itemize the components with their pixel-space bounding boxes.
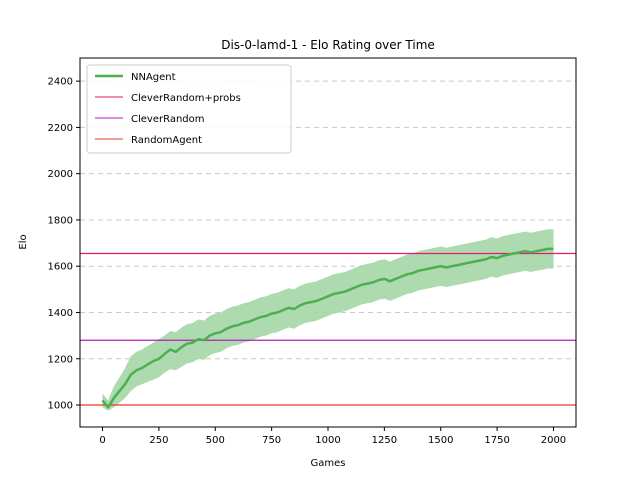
x-tick-label-250: 250 [149, 435, 168, 446]
x-tick-label-1750: 1750 [484, 435, 509, 446]
legend-label-cleverrandom-probs: CleverRandom+probs [131, 93, 241, 104]
x-tick-label-2000: 2000 [541, 435, 566, 446]
axis-ticks: 0 250 500 750 1000 1250 1500 1750 2000 1000 1200 14… [48, 77, 567, 446]
series-nnagent-line [101, 247, 554, 409]
x-tick-label-0: 0 [99, 435, 105, 446]
y-tick-label-2200: 2200 [48, 123, 73, 134]
y-tick-label-1800: 1800 [48, 215, 73, 226]
y-tick-label-2400: 2400 [48, 77, 73, 88]
y-tick-label-2000: 2000 [48, 169, 73, 180]
y-axis-label: Elo [18, 234, 29, 249]
legend-label-randomagent: RandomAgent [131, 135, 202, 146]
plot-area [80, 80, 576, 411]
legend-box [86, 64, 292, 154]
x-tick-label-500: 500 [206, 435, 225, 446]
legend: NNAgent CleverRandom+probs CleverRandom … [86, 64, 292, 154]
chart-title: Dis-0-lamd-1 - Elo Rating over Time [221, 38, 435, 52]
series-nnagent-band [102, 229, 554, 411]
x-tick-label-1250: 1250 [372, 435, 397, 446]
x-axis-label: Games [311, 458, 346, 469]
y-tick-label-1200: 1200 [48, 354, 73, 365]
x-tick-label-1000: 1000 [315, 435, 340, 446]
legend-label-nnagent: NNAgent [131, 72, 176, 83]
legend-label-cleverrandom: CleverRandom [131, 114, 205, 125]
y-tick-label-1400: 1400 [48, 308, 73, 319]
x-tick-label-750: 750 [262, 435, 281, 446]
y-tick-label-1600: 1600 [48, 262, 73, 273]
y-tick-label-1000: 1000 [48, 401, 73, 412]
x-tick-label-1500: 1500 [428, 435, 453, 446]
